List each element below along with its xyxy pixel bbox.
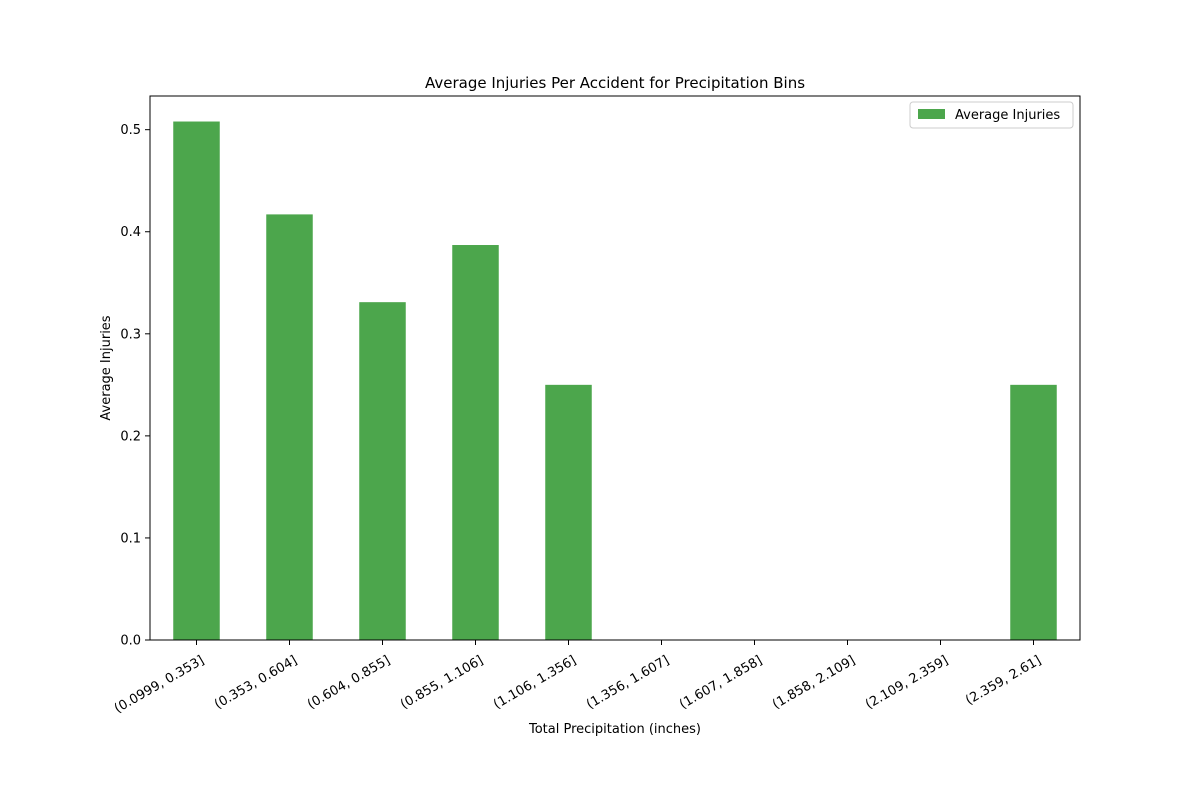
x-tick-label: (2.109, 2.359]	[863, 653, 951, 712]
bar	[359, 302, 406, 640]
chart-title: Average Injuries Per Accident for Precip…	[425, 74, 805, 92]
y-tick-label: 0.2	[120, 429, 141, 444]
y-tick-label: 0.0	[120, 634, 141, 649]
x-tick-label: (0.855, 1.106]	[398, 653, 486, 712]
y-axis-label: Average Injuries	[99, 315, 114, 420]
bars-group	[173, 121, 1057, 641]
bar	[266, 214, 313, 641]
bar	[173, 121, 220, 641]
y-tick-label: 0.4	[120, 225, 141, 240]
legend-label: Average Injuries	[955, 108, 1060, 123]
bar	[1010, 384, 1057, 640]
y-axis: 0.0 0.1 0.2 0.3 0.4 0.5	[120, 123, 150, 649]
x-axis: (0.0999, 0.353] (0.353, 0.604] (0.604, 0.8…	[112, 640, 1044, 717]
legend-frame	[909, 101, 1074, 129]
x-axis-label: Total Precipitation (inches)	[528, 722, 701, 737]
x-tick-label: (2.359, 2.61]	[963, 653, 1044, 708]
x-tick-label: (1.607, 1.858]	[677, 653, 765, 712]
x-tick-label: (1.356, 1.607]	[584, 653, 672, 712]
plot-frame	[149, 95, 1081, 641]
y-tick-label: 0.5	[120, 123, 141, 138]
x-tick-label: (0.353, 0.604]	[212, 653, 300, 712]
x-tick-label: (0.0999, 0.353]	[112, 653, 207, 717]
bar	[545, 384, 592, 640]
x-tick-label: (0.604, 0.855]	[305, 653, 393, 712]
x-tick-label: (1.106, 1.356]	[491, 653, 579, 712]
y-tick-label: 0.1	[120, 531, 141, 546]
x-tick-label: (1.858, 2.109]	[770, 653, 858, 712]
legend: Average Injuries	[909, 101, 1074, 129]
legend-swatch	[918, 109, 945, 119]
y-tick-label: 0.3	[120, 327, 141, 342]
bar	[452, 245, 499, 641]
